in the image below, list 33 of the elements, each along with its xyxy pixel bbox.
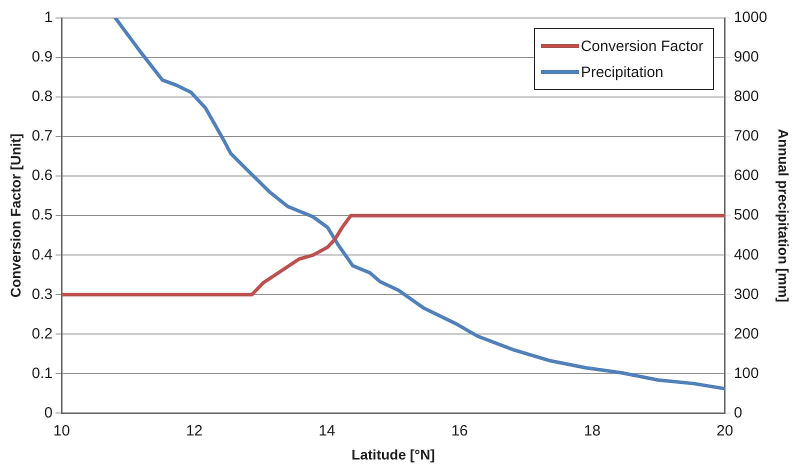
y-tick-label: 0.9 xyxy=(32,48,53,66)
legend-label: Precipitation xyxy=(580,64,664,80)
x-tick-label: 18 xyxy=(584,422,601,440)
x-tick-label: 10 xyxy=(53,422,70,440)
y2-tick-label: 900 xyxy=(734,48,759,66)
y2-tick-label: 800 xyxy=(734,88,759,106)
y2-tick-label: 0 xyxy=(734,404,742,422)
x-axis-title: Latitude [°N] xyxy=(352,446,435,462)
x-tick-label: 14 xyxy=(318,422,336,440)
y-axis-title: Conversion Factor [Unit] xyxy=(7,134,24,298)
y-tick-label: 0.7 xyxy=(32,128,53,145)
x-tick-label: 12 xyxy=(186,422,203,440)
y-tick-label: 0.5 xyxy=(32,206,53,224)
y2-tick-label: 500 xyxy=(734,206,759,224)
y-tick-label: 0.1 xyxy=(32,364,53,382)
y-tick-label: 1 xyxy=(44,9,53,26)
y2-tick-label: 400 xyxy=(734,246,759,264)
y-tick-label: 0 xyxy=(44,404,53,422)
y-tick-label: 0.2 xyxy=(32,325,53,342)
y-tick-label: 0.4 xyxy=(32,246,53,264)
y-tick-label: 0.8 xyxy=(32,88,53,106)
y2-tick-label: 300 xyxy=(734,286,759,303)
y2-tick-label: 100 xyxy=(734,364,759,382)
x-tick-label: 16 xyxy=(451,422,468,440)
y2-tick-label: 600 xyxy=(734,167,759,184)
y-tick-label: 0.6 xyxy=(32,167,53,184)
y2-axis-title: Annual precipitation [mm] xyxy=(776,128,792,302)
y2-tick-label: 700 xyxy=(734,128,759,145)
x-tick-label: 20 xyxy=(716,422,734,440)
legend-label: Conversion Factor xyxy=(580,38,704,54)
y2-tick-label: 1000 xyxy=(734,9,768,26)
y2-tick-label: 200 xyxy=(734,325,759,342)
y-tick-label: 0.3 xyxy=(32,286,53,303)
